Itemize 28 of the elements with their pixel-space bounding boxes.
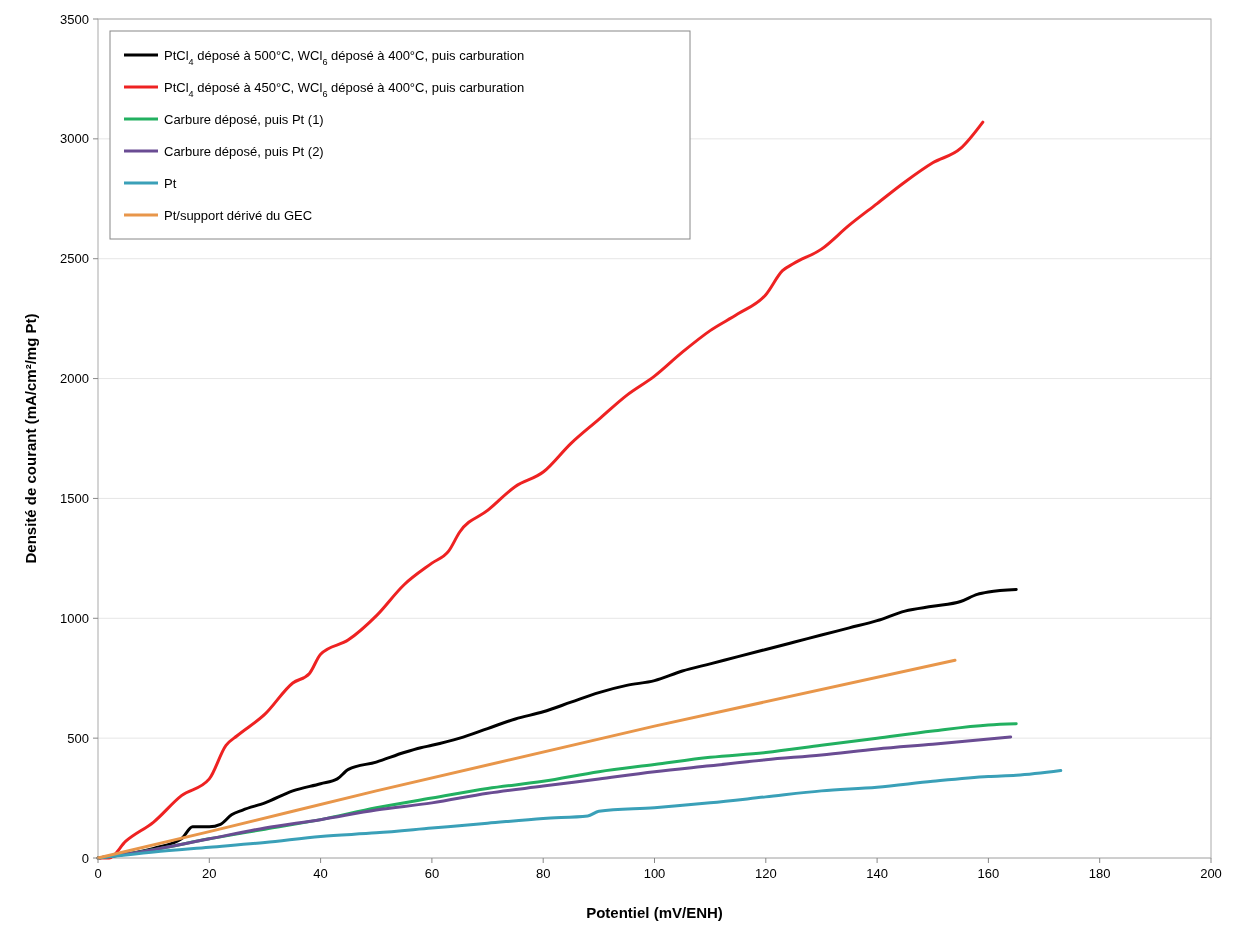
legend-label: PtCl$_{4}$ déposé à 500°C, WCl$_{6}$ déposé à 400°C, puis carburation (164, 47, 525, 67)
x-tick-label: 180 (1088, 866, 1111, 881)
x-tick-label: 0 (94, 866, 102, 881)
legend-label: Carbure déposé, puis Pt (1) (164, 111, 324, 127)
y-tick-label: 0 (81, 850, 89, 866)
legend-label: PtCl$_{4}$ déposé à 450°C, WCl$_{6}$ déposé à 400°C, puis carburation (164, 79, 525, 99)
x-tick-label: 120 (754, 866, 777, 881)
legend-label: Carbure déposé, puis Pt (2) (164, 143, 324, 159)
y-axis-title: Densité de courant (mA/cm²/mg Pt) (22, 313, 39, 564)
y-tick-label: 2500 (60, 251, 89, 267)
y-tick-label: 1000 (60, 610, 89, 626)
x-tick-label: 200 (1200, 866, 1222, 881)
x-tick-label: 20 (202, 866, 217, 881)
y-tick-label: 3000 (60, 131, 89, 147)
y-tick-label: 1500 (60, 490, 89, 506)
x-tick-label: 40 (313, 866, 328, 881)
y-tick-label: 2000 (60, 371, 89, 387)
x-tick-label: 160 (977, 866, 1000, 881)
legend-label: Pt/support dérivé du GEC (164, 207, 313, 223)
x-axis-title: Potentiel (mV/ENH) (586, 904, 723, 921)
line-series (96, 658, 957, 860)
x-tick-label: 100 (643, 866, 666, 881)
legend-label: Pt (164, 175, 177, 191)
x-tick-label: 140 (866, 866, 888, 881)
x-tick-label: 80 (535, 866, 551, 881)
y-tick-label: 500 (67, 730, 89, 746)
x-tick-label: 60 (424, 866, 440, 881)
y-tick-label: 3500 (60, 11, 89, 27)
